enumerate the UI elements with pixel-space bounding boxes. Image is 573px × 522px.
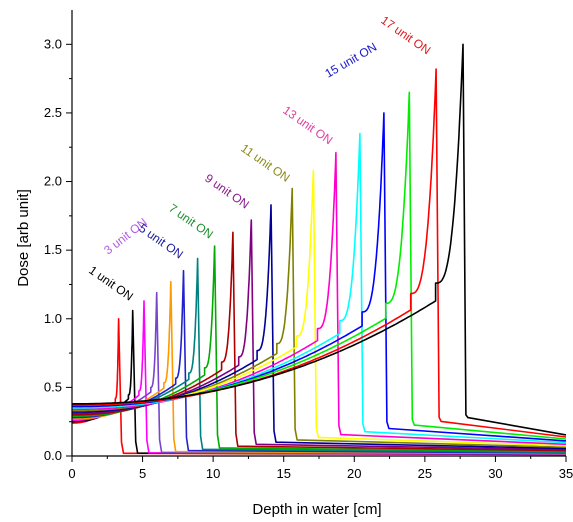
- series-labels: 1 unit ON3 unit ON5 unit ON7 unit ON9 un…: [86, 13, 433, 304]
- dose-curve: [71, 300, 567, 455]
- y-tick-label: 0.0: [44, 448, 62, 463]
- dose-curve: [72, 204, 567, 450]
- dose-curve: [72, 68, 567, 438]
- dose-curve: [72, 151, 567, 446]
- y-tick-label: 3.0: [44, 36, 62, 51]
- x-tick-label: 5: [139, 466, 146, 481]
- x-tick-label: 20: [347, 466, 361, 481]
- x-tick-label: 15: [276, 466, 290, 481]
- y-tick-label: 1.0: [44, 311, 62, 326]
- x-tick-label: 10: [206, 466, 220, 481]
- x-tick-label: 25: [418, 466, 432, 481]
- x-tick-label: 30: [488, 466, 502, 481]
- y-tick-label: 1.5: [44, 242, 62, 257]
- dose-curve: [72, 132, 567, 444]
- y-tick-label: 2.0: [44, 174, 62, 189]
- series-label: 9 unit ON: [202, 171, 252, 212]
- series-label: 1 unit ON: [86, 263, 136, 304]
- series-label: 11 unit ON: [238, 141, 292, 185]
- dose-curve: [71, 43, 567, 436]
- dose-curve: [72, 187, 567, 448]
- dose-curves: [71, 43, 567, 456]
- dose-curve: [72, 231, 567, 452]
- dose-curve: [72, 112, 567, 442]
- y-axis-title: Dose [arb unit]: [15, 189, 32, 287]
- x-axis-title: Depth in water [cm]: [252, 501, 381, 518]
- x-tick-label: 0: [68, 466, 75, 481]
- series-label: 5 unit ON: [136, 221, 186, 262]
- dose-curve: [72, 219, 567, 451]
- axes: 0 5 10 15 20 25 30 35 0.0 0.5 1.0 1.5 2.0 2.5 3.0: [44, 10, 573, 481]
- series-label: 13 unit ON: [280, 103, 335, 147]
- x-tick-label: 35: [559, 466, 573, 481]
- series-label: 7 unit ON: [166, 201, 216, 242]
- series-label: 17 unit ON: [378, 13, 433, 57]
- y-tick-label: 2.5: [44, 105, 62, 120]
- y-tick-label: 0.5: [44, 379, 62, 394]
- series-label: 15 unit ON: [323, 40, 380, 81]
